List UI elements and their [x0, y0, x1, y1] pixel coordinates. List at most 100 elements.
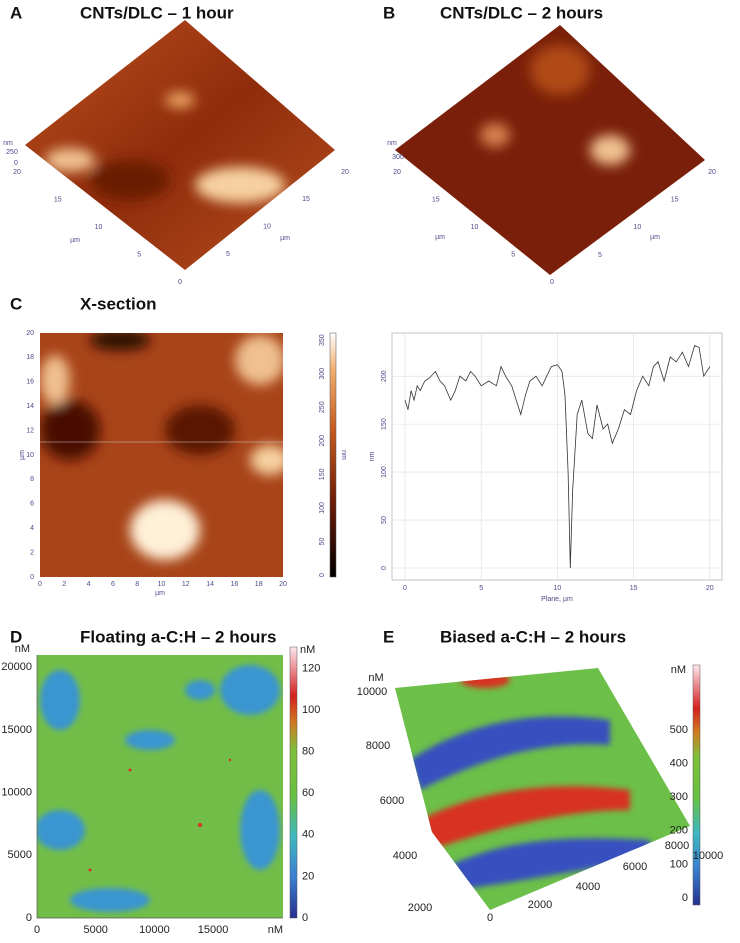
panel-title: Biased a-C:H – 2 hours [440, 627, 626, 646]
x-axis-label: Plane, µm [541, 596, 573, 603]
axis-tick-label: 20 [708, 169, 716, 176]
panel-title: CNTs/DLC – 2 hours [440, 3, 603, 22]
y-tick-label: 2 [30, 549, 34, 556]
colorbar-unit: nm [340, 450, 347, 460]
axis-tick-label: 15 [302, 196, 310, 203]
axis-unit: µm [650, 234, 660, 241]
y-tick-label: 0 [381, 566, 388, 570]
x-tick-label: 0 [38, 581, 42, 588]
colorbar-tick-label: 50 [319, 537, 326, 545]
x-tick-label: 6 [111, 581, 115, 588]
colorbar-tick-label: 120 [302, 662, 320, 674]
x-tick-label: 0 [403, 585, 407, 592]
axis-tick-label: 15 [432, 196, 440, 203]
x-tick-label: 8000 [665, 840, 689, 852]
z-unit: nm [387, 140, 397, 147]
colorbar-tick-label: 400 [670, 758, 688, 770]
colorbar-tick-label: 100 [319, 502, 326, 514]
colorbar-tick-label: 350 [319, 334, 326, 346]
x-tick-label: 2000 [528, 899, 552, 911]
y-tick-label: 0 [30, 574, 34, 581]
x-tick-label: 5000 [83, 924, 107, 936]
panel-label: C [10, 294, 22, 313]
x-tick-label: 4 [87, 581, 91, 588]
axis-tick-label: 5 [511, 251, 515, 258]
axes-d [36, 655, 283, 919]
colorbar-tick-label: 0 [302, 912, 308, 924]
axis-tick-label: 10 [471, 224, 479, 231]
y-tick-label: 6000 [380, 795, 404, 807]
map-d [37, 655, 283, 918]
y-tick-label: 10 [26, 452, 34, 459]
panel-label: D [10, 627, 22, 646]
axis-tick-label: 15 [671, 197, 679, 204]
surface-b [395, 25, 705, 275]
x-tick-label: 2 [62, 581, 66, 588]
panel-title: Floating a-C:H – 2 hours [80, 627, 276, 646]
x-tick-label: 15 [630, 585, 638, 592]
y-tick-label: 15000 [1, 724, 32, 736]
y-tick-label: 12 [26, 427, 34, 434]
axis-unit: nM [15, 643, 30, 655]
y-tick-label: 200 [381, 370, 388, 382]
axis-unit: nM [368, 672, 383, 684]
axis-unit: nM [268, 924, 283, 936]
axis-tick-label: 15 [54, 196, 62, 203]
colorbar-e [692, 664, 701, 906]
colorbar-tick-label: 100 [302, 704, 320, 716]
y-tick-label: 14 [26, 403, 34, 410]
x-tick-label: 10000 [139, 924, 170, 936]
y-tick-label: 10000 [1, 787, 32, 799]
panel-title: X-section [80, 294, 157, 313]
z-tick-label: 250 [6, 149, 18, 156]
axis-tick-label: 20 [13, 169, 21, 176]
x-tick-label: 16 [231, 581, 239, 588]
colorbar-tick-label: 60 [302, 787, 314, 799]
x-tick-label: 18 [255, 581, 263, 588]
x-tick-label: 10000 [693, 850, 724, 862]
y-tick-label: 10000 [357, 686, 388, 698]
z-tick-label: 300 [392, 154, 404, 161]
colorbar-tick-label: 300 [319, 368, 326, 380]
y-tick-label: 6 [30, 501, 34, 508]
axis-tick-label: 10 [263, 224, 271, 231]
colorbar-tick-label: 300 [670, 791, 688, 803]
x-tick-label: 0 [487, 912, 493, 924]
surface-e [395, 668, 690, 910]
axis-tick-label: 5 [598, 252, 602, 259]
y-tick-label: 18 [26, 354, 34, 361]
y-tick-label: 0 [26, 912, 32, 924]
colorbar-unit: nM [671, 664, 686, 676]
x-tick-label: 20 [706, 585, 714, 592]
axis-tick-label: 0 [550, 279, 554, 286]
x-tick-label: 10 [158, 581, 166, 588]
surface-a [25, 20, 335, 270]
z-tick-label: 0 [14, 160, 18, 167]
colorbar-tick-label: 500 [670, 724, 688, 736]
panel-title: CNTs/DLC – 1 hour [80, 3, 234, 22]
colorbar-c [329, 332, 337, 578]
x-tick-label: 5 [479, 585, 483, 592]
axis-tick-label: 5 [137, 251, 141, 258]
y-unit: µm [19, 450, 26, 460]
y-tick-label: 20 [26, 330, 34, 337]
colorbar-tick-label: 150 [319, 468, 326, 480]
colorbar-tick-label: 0 [319, 573, 326, 577]
axis-tick-label: 20 [341, 169, 349, 176]
panel-label: E [383, 627, 394, 646]
colorbar-tick-label: 20 [302, 870, 314, 882]
y-tick-label: 8000 [366, 740, 390, 752]
colorbar-tick-label: 0 [682, 892, 688, 904]
x-tick-label: 0 [34, 924, 40, 936]
x-unit: µm [155, 590, 165, 597]
y-tick-label: 150 [381, 418, 388, 430]
z-unit: nm [3, 140, 13, 147]
colorbar-tick-label: 80 [302, 746, 314, 758]
axis-tick-label: 10 [633, 224, 641, 231]
y-tick-label: 20000 [1, 661, 32, 673]
x-tick-label: 12 [182, 581, 190, 588]
axis-tick-label: 5 [226, 251, 230, 258]
axis-tick-label: 10 [95, 224, 103, 231]
colorbar-tick-label: 200 [670, 825, 688, 837]
